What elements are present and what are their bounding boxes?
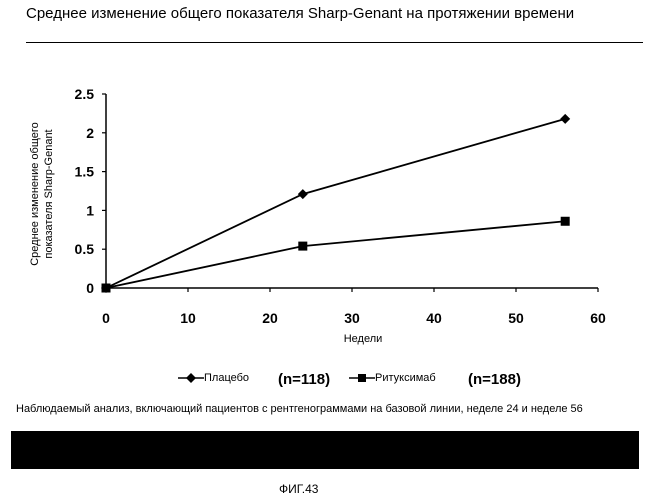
x-tick-label: 10 [180, 310, 196, 326]
y-axis-title: показателя Sharp-Genant [43, 129, 55, 258]
y-tick-label: 1 [86, 202, 94, 218]
redacted-block [11, 431, 639, 469]
x-tick-label: 0 [102, 310, 110, 326]
y-axis-title: Среднее изменение общего [29, 122, 41, 266]
y-tick-label: 2.5 [75, 86, 95, 102]
x-tick-label: 40 [426, 310, 442, 326]
x-tick-label: 50 [508, 310, 524, 326]
legend: Плацебо (n=118) Ритуксимаб (n=188) [178, 372, 598, 394]
figure-label: ФИГ.43 [279, 482, 318, 496]
legend-label-rituximab: Ритуксимаб [375, 372, 436, 384]
legend-count-rituximab: (n=188) [468, 371, 521, 388]
data-point-square [561, 217, 570, 226]
data-point-square [298, 242, 307, 251]
x-tick-label: 30 [344, 310, 360, 326]
legend-count-placebo: (n=118) [278, 371, 330, 388]
line-chart: 0 0.5 1 1.5 2 2.5 0 10 20 30 40 50 60 Недели Среднее и… [0, 0, 671, 372]
legend-item-rituximab: Ритуксимаб [349, 372, 436, 384]
y-tick-label: 0 [86, 280, 94, 296]
x-tick-label: 60 [590, 310, 606, 326]
legend-marker-diamond-icon [178, 372, 204, 384]
series-line-0 [106, 119, 565, 288]
analysis-note: Наблюдаемый анализ, включающий пациентов… [16, 403, 583, 415]
y-tick-label: 1.5 [75, 164, 95, 180]
x-tick-label: 20 [262, 310, 278, 326]
x-axis-title: Недели [344, 333, 383, 345]
legend-marker-square-icon [349, 372, 375, 384]
y-tick-label: 0.5 [75, 241, 95, 257]
data-point-square [102, 284, 111, 293]
data-point-diamond [298, 189, 308, 199]
legend-item-placebo: Плацебо [178, 372, 249, 384]
legend-label-placebo: Плацебо [204, 372, 249, 384]
data-point-diamond [560, 114, 570, 124]
y-tick-label: 2 [86, 125, 94, 141]
